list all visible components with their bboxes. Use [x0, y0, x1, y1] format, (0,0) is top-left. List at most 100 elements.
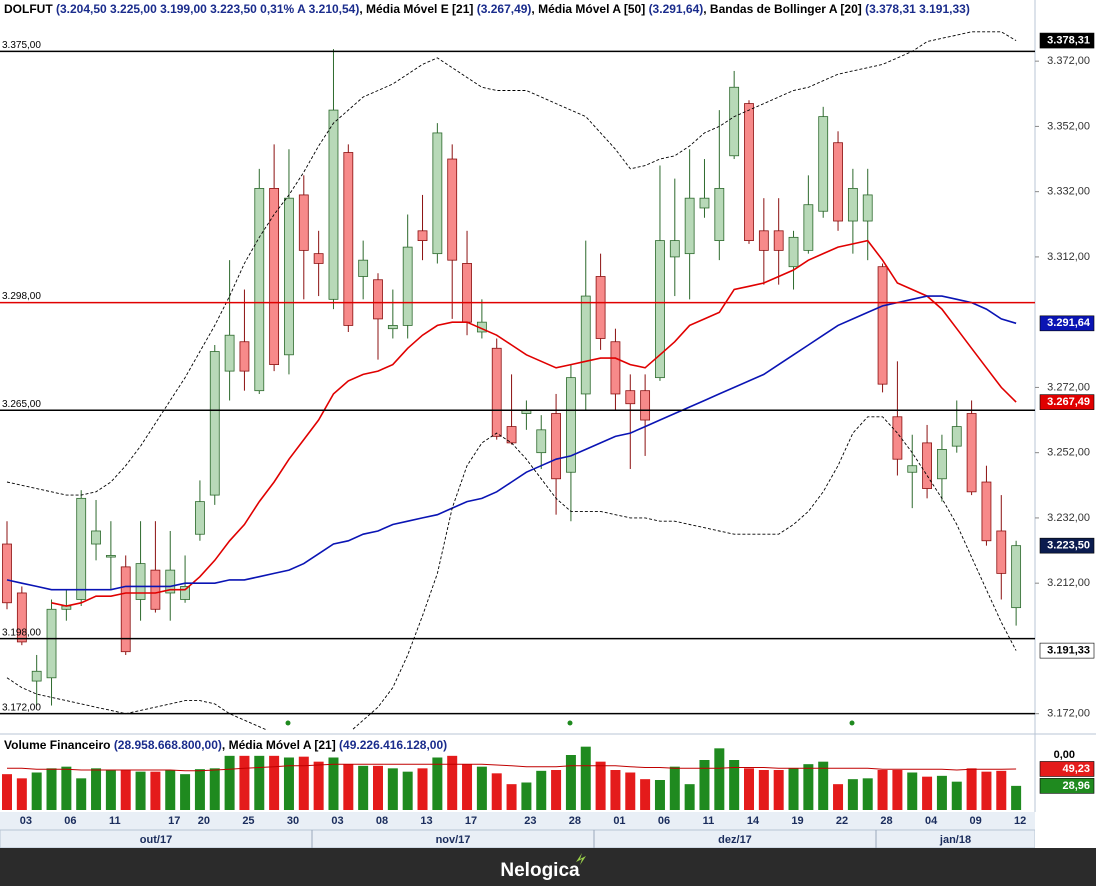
- candle-body: [328, 109, 339, 300]
- volume-bar: [387, 768, 398, 810]
- volume-bar: [788, 768, 799, 810]
- header-part: (3.378,31 3.191,33): [865, 2, 970, 16]
- volume-bar: [966, 768, 977, 810]
- volume-bar: [462, 764, 473, 810]
- y-tick-label: 3.372,00: [1047, 55, 1090, 67]
- event-marker: [567, 720, 573, 726]
- header-part: Volume Financeiro: [4, 738, 114, 752]
- volume-bar: [447, 755, 458, 810]
- volume-bar: [773, 770, 784, 810]
- volume-header: Volume Financeiro (28.958.668.800,00), M…: [4, 738, 447, 752]
- candle-body: [669, 240, 680, 258]
- candle-body: [1011, 545, 1022, 609]
- candle-body: [536, 429, 547, 454]
- volume-bar: [669, 766, 680, 810]
- x-tick-label: 25: [242, 815, 254, 827]
- x-tick-label: 28: [569, 815, 581, 827]
- volume-bar: [46, 768, 57, 810]
- candle-body: [254, 187, 265, 392]
- y-tick-label: 3.272,00: [1047, 381, 1090, 393]
- x-tick-label: 01: [613, 815, 625, 827]
- footer: [0, 848, 1096, 886]
- candle-body: [343, 152, 354, 326]
- last-value-label-box: [1039, 394, 1095, 410]
- volume-bar: [951, 781, 962, 810]
- volume-bar: [699, 760, 710, 810]
- volume-bar: [105, 770, 116, 810]
- candle-body: [744, 103, 754, 241]
- volume-bar: [877, 770, 888, 810]
- volume-bar: [981, 771, 992, 810]
- candle-body: [91, 530, 101, 545]
- x-tick-label: 03: [331, 815, 343, 827]
- x-tick-label: 06: [658, 815, 670, 827]
- volume-bar: [714, 748, 725, 810]
- candle-body: [76, 497, 87, 600]
- header-part: (3.291,64): [649, 2, 704, 16]
- volume-bar: [150, 771, 161, 810]
- x-tick-label: 03: [20, 815, 32, 827]
- x-tick-label: 17: [465, 815, 477, 827]
- x-tick-label: 08: [376, 815, 388, 827]
- level-label: 3.198,00: [2, 627, 41, 638]
- candle-body: [135, 563, 146, 600]
- volume-bar: [536, 770, 547, 810]
- x-tick-label: 19: [791, 815, 803, 827]
- candle-body: [402, 246, 413, 326]
- volume-bar: [640, 779, 651, 810]
- candle-body: [313, 253, 324, 264]
- volume-bar: [758, 770, 769, 810]
- volume-last-label-box: [1039, 778, 1095, 794]
- x-tick-label: 11: [109, 815, 121, 827]
- candle-body: [31, 670, 42, 682]
- volume-bar: [224, 755, 235, 810]
- volume-bar: [803, 764, 814, 810]
- candle-body: [847, 187, 858, 222]
- date-axis-band: [0, 812, 1035, 830]
- candle-body: [699, 197, 710, 209]
- candle-body: [922, 442, 932, 489]
- last-value-label-box: [1039, 642, 1095, 659]
- volume-average-label: 49,23: [1062, 763, 1090, 775]
- candle-body: [892, 416, 903, 460]
- candle-body: [951, 426, 962, 447]
- brand: Nelogica: [500, 860, 580, 881]
- volume-bar: [76, 778, 87, 810]
- candle-body: [610, 341, 621, 395]
- volume-bar: [818, 761, 829, 810]
- volume-scale-label: 0,00: [1054, 749, 1075, 761]
- candle-body: [818, 116, 829, 212]
- volume-bar: [239, 755, 250, 810]
- volume-bar: [491, 773, 502, 810]
- volume-bar: [610, 770, 621, 810]
- volume-bar: [180, 774, 191, 810]
- volume-bar: [862, 778, 873, 810]
- month-label: out/17: [140, 834, 172, 846]
- volume-bar: [744, 768, 754, 810]
- candle-body: [773, 230, 784, 251]
- volume-bar: [892, 770, 903, 810]
- volume-bar: [135, 771, 146, 810]
- candle-body: [373, 279, 383, 320]
- volume-bar: [61, 766, 72, 810]
- x-tick-label: 09: [969, 815, 981, 827]
- candle-body: [877, 266, 888, 385]
- volume-bar: [922, 776, 933, 810]
- x-tick-label: 20: [198, 815, 210, 827]
- x-tick-label: 22: [836, 815, 848, 827]
- volume-bar: [551, 770, 562, 810]
- volume-bar: [2, 774, 12, 810]
- x-tick-label: 23: [524, 815, 536, 827]
- last-value-label: 3.267,49: [1047, 396, 1090, 408]
- candle-body: [16, 592, 27, 643]
- volume-bar: [936, 775, 947, 810]
- volume-bar: [580, 746, 591, 810]
- volume-bar: [729, 760, 740, 810]
- x-tick-label: 13: [420, 815, 432, 827]
- price-plot: [2, 31, 1022, 730]
- y-tick-label: 3.212,00: [1047, 577, 1090, 589]
- volume-bar: [521, 782, 532, 810]
- month-label: dez/17: [718, 834, 752, 846]
- volume-bar: [684, 784, 695, 810]
